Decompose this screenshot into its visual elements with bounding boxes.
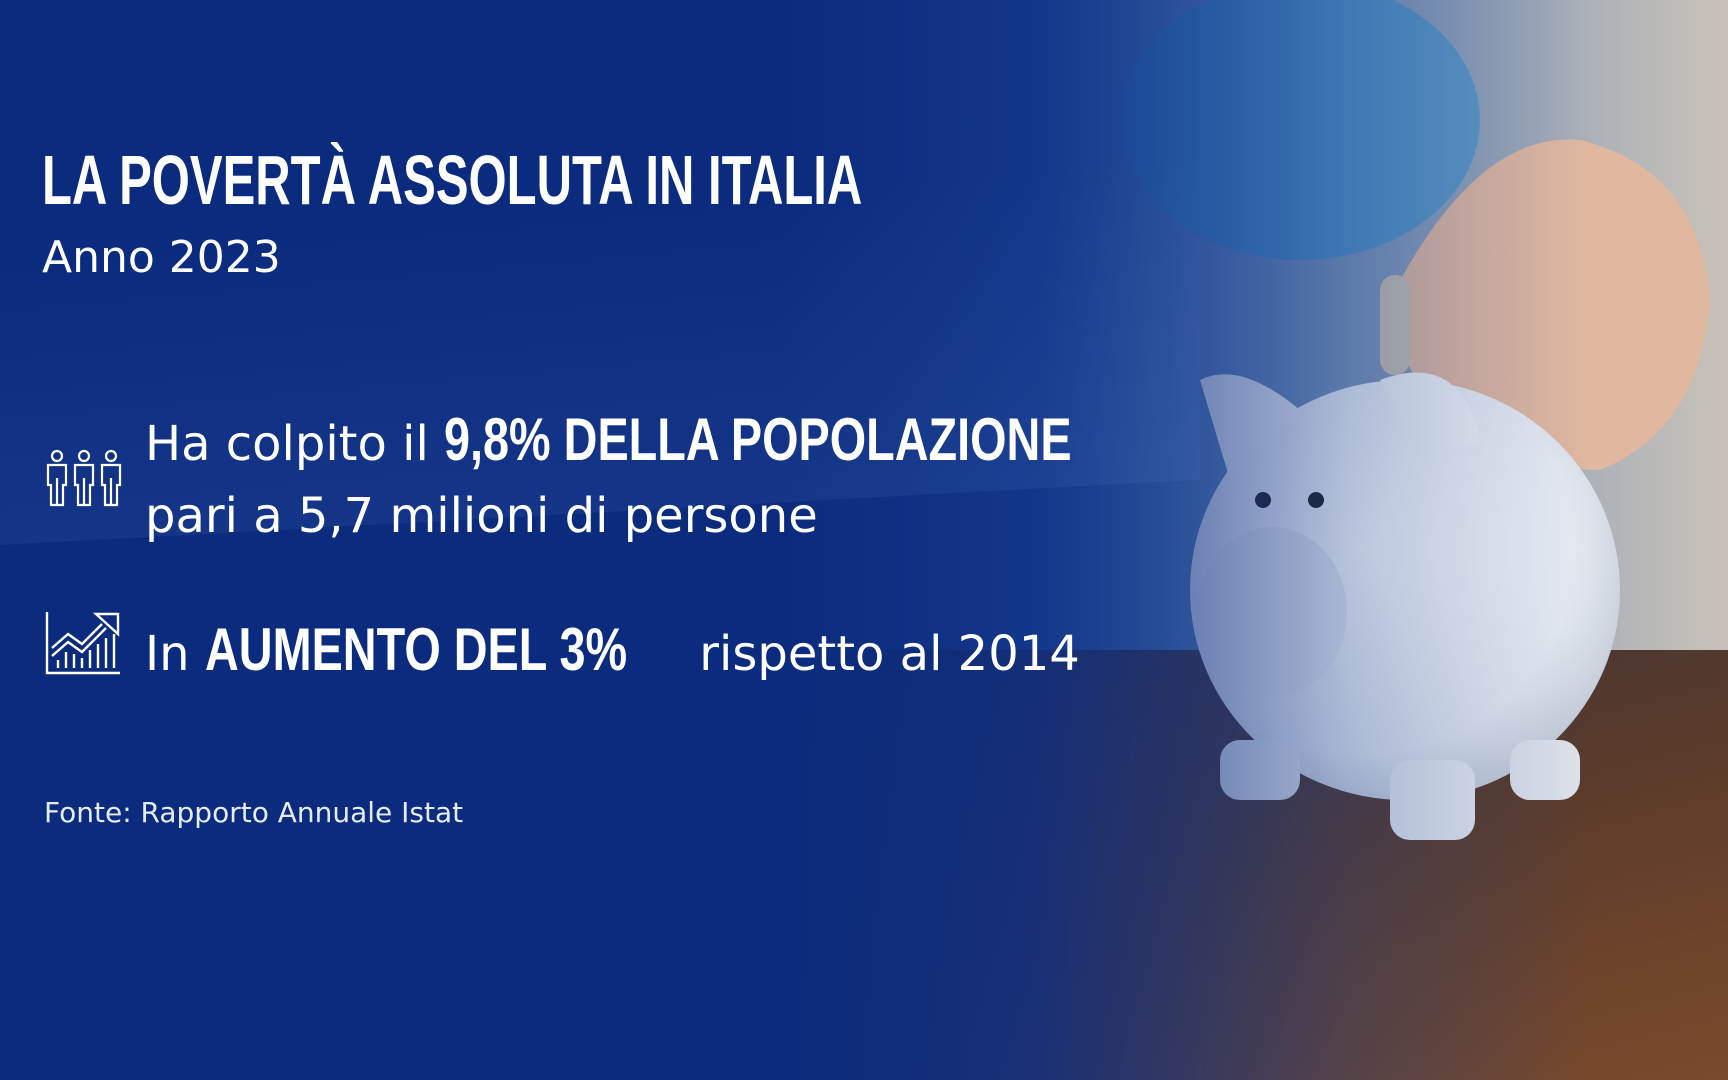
growth-chart-icon: [45, 612, 120, 675]
page-title: LA POVERTÀ ASSOLUTA IN ITALIA: [42, 141, 863, 219]
fact-detail: pari a 5,7 milioni di persone: [145, 488, 818, 544]
fact-increase: In AUMENTO DEL 3% rispetto al 2014: [145, 614, 1080, 690]
fact-highlight: AUMENTO DEL 3%: [204, 616, 627, 683]
fact-population: Ha colpito il 9,8% DELLA POPOLAZIONE par…: [145, 404, 1249, 552]
light-band: [0, 0, 1200, 545]
fact-suffix: rispetto al 2014: [684, 626, 1080, 682]
source-note: Fonte: Rapporto Annuale Istat: [44, 796, 464, 829]
page-subtitle: Anno 2023: [42, 232, 281, 283]
fact-highlight: 9,8% DELLA POPOLAZIONE: [444, 406, 1072, 473]
fact-prefix: In: [145, 626, 205, 682]
fact-prefix: Ha colpito il: [145, 416, 445, 472]
people-icon: [46, 449, 122, 507]
